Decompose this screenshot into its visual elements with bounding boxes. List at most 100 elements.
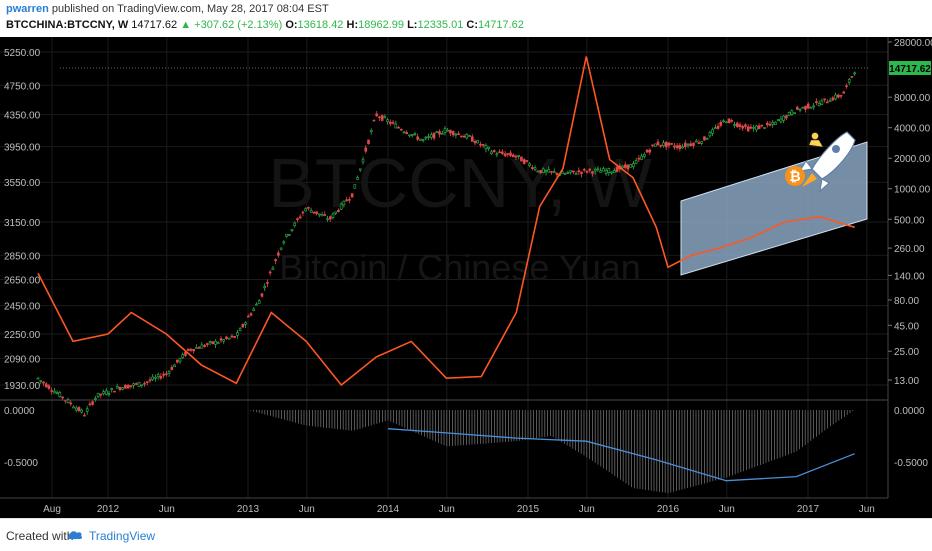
- candle-body: [102, 391, 105, 394]
- candle-body: [271, 267, 275, 270]
- candle-body: [790, 110, 794, 115]
- candle-body: [689, 143, 693, 146]
- candle-body: [227, 337, 231, 340]
- right-axis-tick: 28000.00: [894, 38, 932, 49]
- candle-body: [490, 151, 493, 154]
- candle-body: [124, 384, 127, 389]
- candle-body: [154, 376, 157, 379]
- tradingview-cloud-icon[interactable]: [66, 527, 84, 541]
- candle-body: [653, 143, 657, 147]
- candle-body: [454, 133, 458, 136]
- candle-body: [77, 407, 81, 411]
- candle-body: [481, 144, 485, 146]
- candle-body: [640, 155, 643, 160]
- candle-body: [817, 102, 821, 107]
- candle-body: [238, 328, 242, 332]
- time-axis-tick: Jun: [859, 504, 875, 515]
- candle-body: [115, 386, 119, 389]
- candle-body: [399, 129, 403, 131]
- candle-body: [159, 375, 163, 379]
- bitcoin-icon: ₿: [785, 166, 805, 186]
- candle-body: [744, 124, 747, 127]
- candle-body: [200, 344, 204, 349]
- candle-body: [257, 300, 261, 304]
- candle-body: [470, 136, 474, 142]
- candle-body: [593, 168, 597, 172]
- candle-body: [274, 259, 277, 262]
- candle-body: [113, 390, 116, 393]
- candle-body: [659, 144, 663, 147]
- right-price-axis[interactable]: 28000.00 8000.00 4000.00 2000.00 1000.00 500.…: [888, 38, 932, 387]
- publish-info: pwarren published on TradingView.com, Ma…: [6, 3, 329, 15]
- candle-body: [211, 341, 215, 344]
- candle-body: [389, 121, 392, 124]
- right-axis-tick: 500.00: [894, 215, 925, 226]
- candle-body: [796, 106, 799, 110]
- candle-body: [378, 116, 381, 119]
- candle-body: [301, 211, 305, 214]
- right-axis-tick: 260.00: [894, 244, 925, 255]
- candle-body: [203, 344, 206, 347]
- candle-body: [298, 216, 302, 219]
- candle-body: [621, 165, 624, 168]
- candle-body: [83, 414, 86, 417]
- candle-body: [361, 158, 365, 163]
- left-axis-tick: 2090.00: [4, 354, 41, 365]
- candle-body: [110, 388, 114, 390]
- candle-body: [47, 385, 51, 389]
- candle-body: [462, 135, 466, 138]
- candle-body: [514, 155, 518, 158]
- candle-body: [714, 127, 717, 129]
- candle-body: [826, 101, 829, 104]
- candle-body: [293, 222, 297, 226]
- candle-body: [719, 121, 723, 126]
- candle-body: [72, 406, 75, 409]
- candle-body: [525, 160, 529, 162]
- tradingview-link[interactable]: TradingView: [89, 529, 156, 543]
- candle-body: [369, 130, 373, 133]
- candle-body: [165, 373, 168, 375]
- left-axis-tick: 2650.00: [4, 276, 41, 287]
- candle-body: [673, 145, 676, 148]
- right-axis-tick: 2000.00: [894, 154, 931, 165]
- candle-body: [839, 94, 843, 97]
- candle-body: [528, 163, 531, 166]
- oscillator-right-tick: 0.0000: [894, 406, 925, 417]
- last-price-tag: 14717.62: [889, 61, 931, 75]
- candle-body: [552, 171, 556, 173]
- candle-body: [61, 396, 64, 399]
- candle-body: [599, 170, 602, 173]
- candle-body: [350, 193, 354, 198]
- candle-body: [727, 118, 731, 124]
- candle-body: [260, 293, 264, 297]
- high-value: 18962.99: [358, 19, 404, 31]
- oscillator-axis[interactable]: 0.0000 -0.5000 0.0000 -0.5000: [4, 406, 928, 469]
- candle-body: [776, 119, 780, 121]
- candle-body: [845, 85, 848, 87]
- chart-area[interactable]: BTCCNY, W Bitcoin / Chinese Yuan ₿ 5250.…: [0, 37, 932, 518]
- candle-body: [383, 116, 387, 119]
- candle-body: [181, 354, 185, 358]
- left-axis-tick: 3950.00: [4, 143, 41, 154]
- candle-body: [195, 347, 198, 349]
- oscillator-histogram: [250, 410, 854, 494]
- author-link[interactable]: pwarren: [6, 3, 49, 15]
- candle-body: [348, 199, 351, 201]
- watermark-symbol: BTCCNY, W: [268, 144, 652, 222]
- candle-body: [522, 159, 526, 164]
- time-axis-tick: 2013: [237, 504, 260, 515]
- candle-body: [342, 200, 346, 206]
- left-axis-tick: 3550.00: [4, 178, 41, 189]
- candle-body: [427, 136, 430, 138]
- candle-body: [651, 144, 654, 147]
- candle-body: [277, 252, 280, 256]
- left-price-axis[interactable]: 5250.00 4750.00 4350.00 3950.00 3550.00 3150.…: [4, 48, 41, 392]
- candle-body: [700, 141, 704, 144]
- candle-body: [252, 308, 256, 311]
- candle-body: [492, 150, 496, 153]
- candle-body: [421, 139, 425, 141]
- rocket-channel-drawing[interactable]: ₿: [680, 131, 868, 276]
- candle-body: [358, 168, 362, 171]
- candle-body: [834, 94, 837, 100]
- time-axis[interactable]: Aug 2012 Jun 2013 Jun 2014 Jun 2015 Jun 2016 Jun 20…: [43, 504, 875, 515]
